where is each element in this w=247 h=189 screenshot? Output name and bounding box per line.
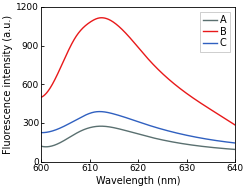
C [158,127,161,129]
B [52,82,55,84]
C [152,126,155,128]
C [207,138,210,140]
A [187,143,190,146]
A [207,146,210,148]
B [233,124,236,126]
C [52,130,55,132]
B [164,75,166,77]
B [100,17,103,19]
A [164,139,166,142]
A [152,137,155,139]
Legend: A, B, C: A, B, C [200,12,230,52]
B [40,96,43,98]
A [40,145,43,147]
Line: A: A [41,126,235,149]
Line: B: B [41,18,235,125]
C [40,132,43,134]
B [207,107,210,109]
A [52,145,55,147]
Line: C: C [41,112,235,143]
C [98,110,101,113]
C [233,142,236,144]
A [233,148,236,151]
C [164,129,166,131]
B [152,64,155,66]
B [158,69,161,71]
C [187,135,190,137]
X-axis label: Wavelength (nm): Wavelength (nm) [96,176,180,186]
A [99,125,102,127]
Y-axis label: Fluorescence intensity (a.u.): Fluorescence intensity (a.u.) [3,15,14,154]
B [187,94,190,96]
A [158,138,161,140]
